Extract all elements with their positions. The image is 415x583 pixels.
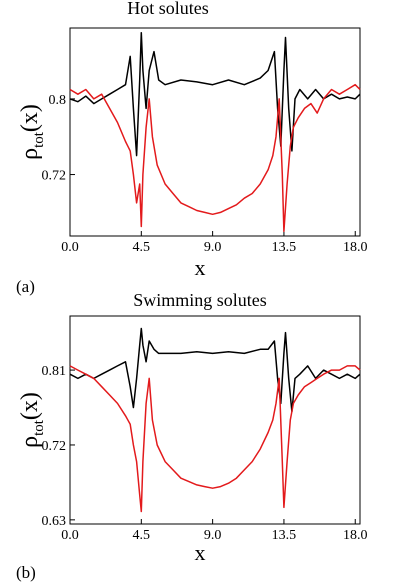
panel-a-ytick-label: 0.8 bbox=[49, 93, 67, 108]
panel-a-ylabel-args: (x) bbox=[17, 104, 43, 132]
panel-b-xticks: 0.0 4.5 9.0 13.5 18.0 bbox=[61, 519, 367, 543]
panel-a-yticks: 0.72 0.8 bbox=[42, 93, 75, 184]
panel-b-ytick-label: 0.63 bbox=[42, 514, 67, 529]
panel-b-ylabel-main: ρ bbox=[17, 436, 43, 448]
panel-b-xtick-label: 0.0 bbox=[61, 528, 79, 543]
panel-a-title: Hot solutes bbox=[127, 0, 209, 18]
panel-b-ylabel-sub: tot bbox=[31, 419, 47, 436]
panel-a-ytick-label: 0.72 bbox=[42, 169, 67, 184]
panel-b: Swimming solutes 0.0 4.5 9.0 13.5 18.0 0.630… bbox=[16, 290, 367, 582]
panel-b-xtick-label: 18.0 bbox=[343, 528, 368, 543]
panel-a-ylabel-main: ρ bbox=[17, 148, 43, 160]
panel-b-xtick-label: 4.5 bbox=[133, 528, 151, 543]
panel-b-series bbox=[69, 327, 361, 513]
svg-text:ρtot(x): ρtot(x) bbox=[17, 392, 47, 448]
panel-b-series-black-line bbox=[69, 327, 361, 413]
panel-b-xtick-label: 13.5 bbox=[272, 528, 297, 543]
panel-a-xtick-label: 4.5 bbox=[133, 240, 151, 255]
panel-a-label: (a) bbox=[16, 277, 35, 296]
panel-a-series bbox=[69, 31, 361, 233]
panel-a-series-red-line bbox=[69, 83, 361, 233]
panel-b-title: Swimming solutes bbox=[133, 290, 267, 310]
panel-a-frame bbox=[69, 27, 361, 237]
panel-b-ytick-label: 0.81 bbox=[42, 364, 67, 379]
panel-a-xtick-label: 18.0 bbox=[343, 240, 368, 255]
svg-text:ρtot(x): ρtot(x) bbox=[17, 104, 47, 160]
panel-a-ylabel-sub: tot bbox=[31, 131, 47, 148]
panel-a-xtick-label: 13.5 bbox=[272, 240, 297, 255]
panel-a-series-black-line bbox=[69, 31, 361, 157]
panel-a-xtick-label: 0.0 bbox=[61, 240, 79, 255]
panel-b-series-red-line bbox=[69, 365, 361, 513]
panel-a-ylabel: ρtot(x) bbox=[17, 104, 47, 160]
panel-b-xtick-label: 9.0 bbox=[204, 528, 222, 543]
panel-b-ytick-label: 0.72 bbox=[42, 439, 67, 454]
panel-b-xlabel: x bbox=[195, 540, 206, 565]
panel-b-label: (b) bbox=[16, 563, 36, 582]
panel-a-xtick-label: 9.0 bbox=[204, 240, 222, 255]
panel-b-ylabel-args: (x) bbox=[17, 392, 43, 420]
panel-a: Hot solutes 0.0 4.5 9.0 13.5 18.0 0.720.8 x … bbox=[16, 0, 367, 296]
panel-b-ylabel: ρtot(x) bbox=[17, 392, 47, 448]
panel-b-yticks: 0.63 0.72 0.81 bbox=[42, 364, 75, 529]
panel-a-xticks: 0.0 4.5 9.0 13.5 18.0 bbox=[61, 231, 367, 255]
panel-a-xlabel: x bbox=[195, 255, 206, 280]
panel-b-frame bbox=[69, 315, 361, 525]
